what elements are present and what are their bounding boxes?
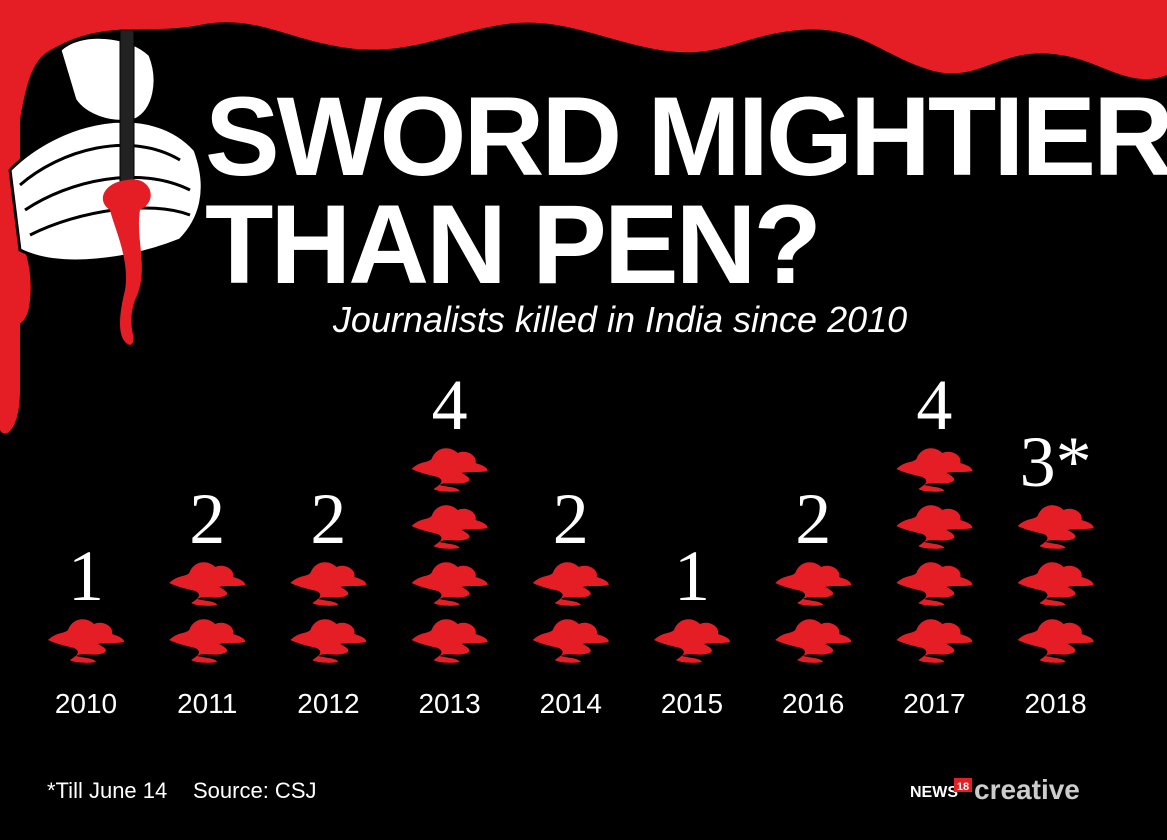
blood-icon <box>775 619 852 663</box>
icon-stack <box>290 562 367 663</box>
blood-icon <box>532 619 609 663</box>
icon-stack <box>654 619 730 663</box>
brand-name: creative <box>974 774 1080 805</box>
year-label: 2016 <box>782 688 844 719</box>
blood-icon <box>1017 619 1094 663</box>
icon-stack <box>411 448 488 663</box>
icon-stack <box>1017 505 1094 663</box>
icon-stack <box>896 448 973 663</box>
value-label: 2 <box>795 479 831 559</box>
value-label: 3* <box>1020 422 1092 502</box>
blood-icon <box>411 619 488 663</box>
value-label: 4 <box>432 365 468 445</box>
blood-icon <box>654 619 730 663</box>
blood-icon <box>411 505 488 549</box>
value-label: 2 <box>189 479 225 559</box>
subtitle: Journalists killed in India since 2010 <box>332 299 907 340</box>
sword-illustration <box>8 29 204 345</box>
year-label: 2010 <box>55 688 117 719</box>
blood-icon <box>896 505 973 549</box>
blood-icon <box>896 562 973 606</box>
blood-icon <box>290 619 367 663</box>
blood-icon <box>896 448 973 492</box>
value-label: 1 <box>68 536 104 616</box>
blood-icon <box>775 562 852 606</box>
blood-icon <box>48 619 124 663</box>
blood-drip <box>0 200 31 326</box>
year-label: 2011 <box>177 688 237 719</box>
year-label: 2017 <box>903 688 965 719</box>
blood-icon <box>411 562 488 606</box>
icon-stack <box>775 562 852 663</box>
blood-icon <box>169 562 246 606</box>
blood-icon <box>169 619 246 663</box>
brand-badge <box>954 778 972 792</box>
title-line: SWORD MIGHTIER <box>205 74 1167 199</box>
value-label: 2 <box>553 479 589 559</box>
brand-news: NEWS <box>910 784 958 801</box>
value-label: 4 <box>916 365 952 445</box>
footnote: *Till June 14 <box>47 778 167 803</box>
value-label: 2 <box>310 479 346 559</box>
blood-icon <box>896 619 973 663</box>
blood-icon <box>532 562 609 606</box>
icon-stack <box>48 619 124 663</box>
blood-drip <box>0 0 1167 434</box>
brand-number: 18 <box>957 781 969 793</box>
plot: 1 2010 2 2011 2 2012 4 2013 2 2014 1 2015 2 2016 4 2017… <box>48 365 1094 719</box>
blood-icon <box>1017 505 1094 549</box>
title-line: THAN PEN? <box>205 182 819 307</box>
year-label: 2014 <box>540 688 602 719</box>
source: Source: CSJ <box>193 778 317 803</box>
year-label: 2015 <box>661 688 723 719</box>
year-label: 2018 <box>1024 688 1086 719</box>
blood-icon <box>290 562 367 606</box>
blood-icon <box>411 448 488 492</box>
year-label: 2013 <box>418 688 480 719</box>
icon-stack <box>532 562 609 663</box>
year-label: 2012 <box>297 688 359 719</box>
icon-stack <box>169 562 246 663</box>
brand-logo: NEWS 18 creative <box>910 774 1080 805</box>
blood-icon <box>1017 562 1094 606</box>
value-label: 1 <box>674 536 710 616</box>
